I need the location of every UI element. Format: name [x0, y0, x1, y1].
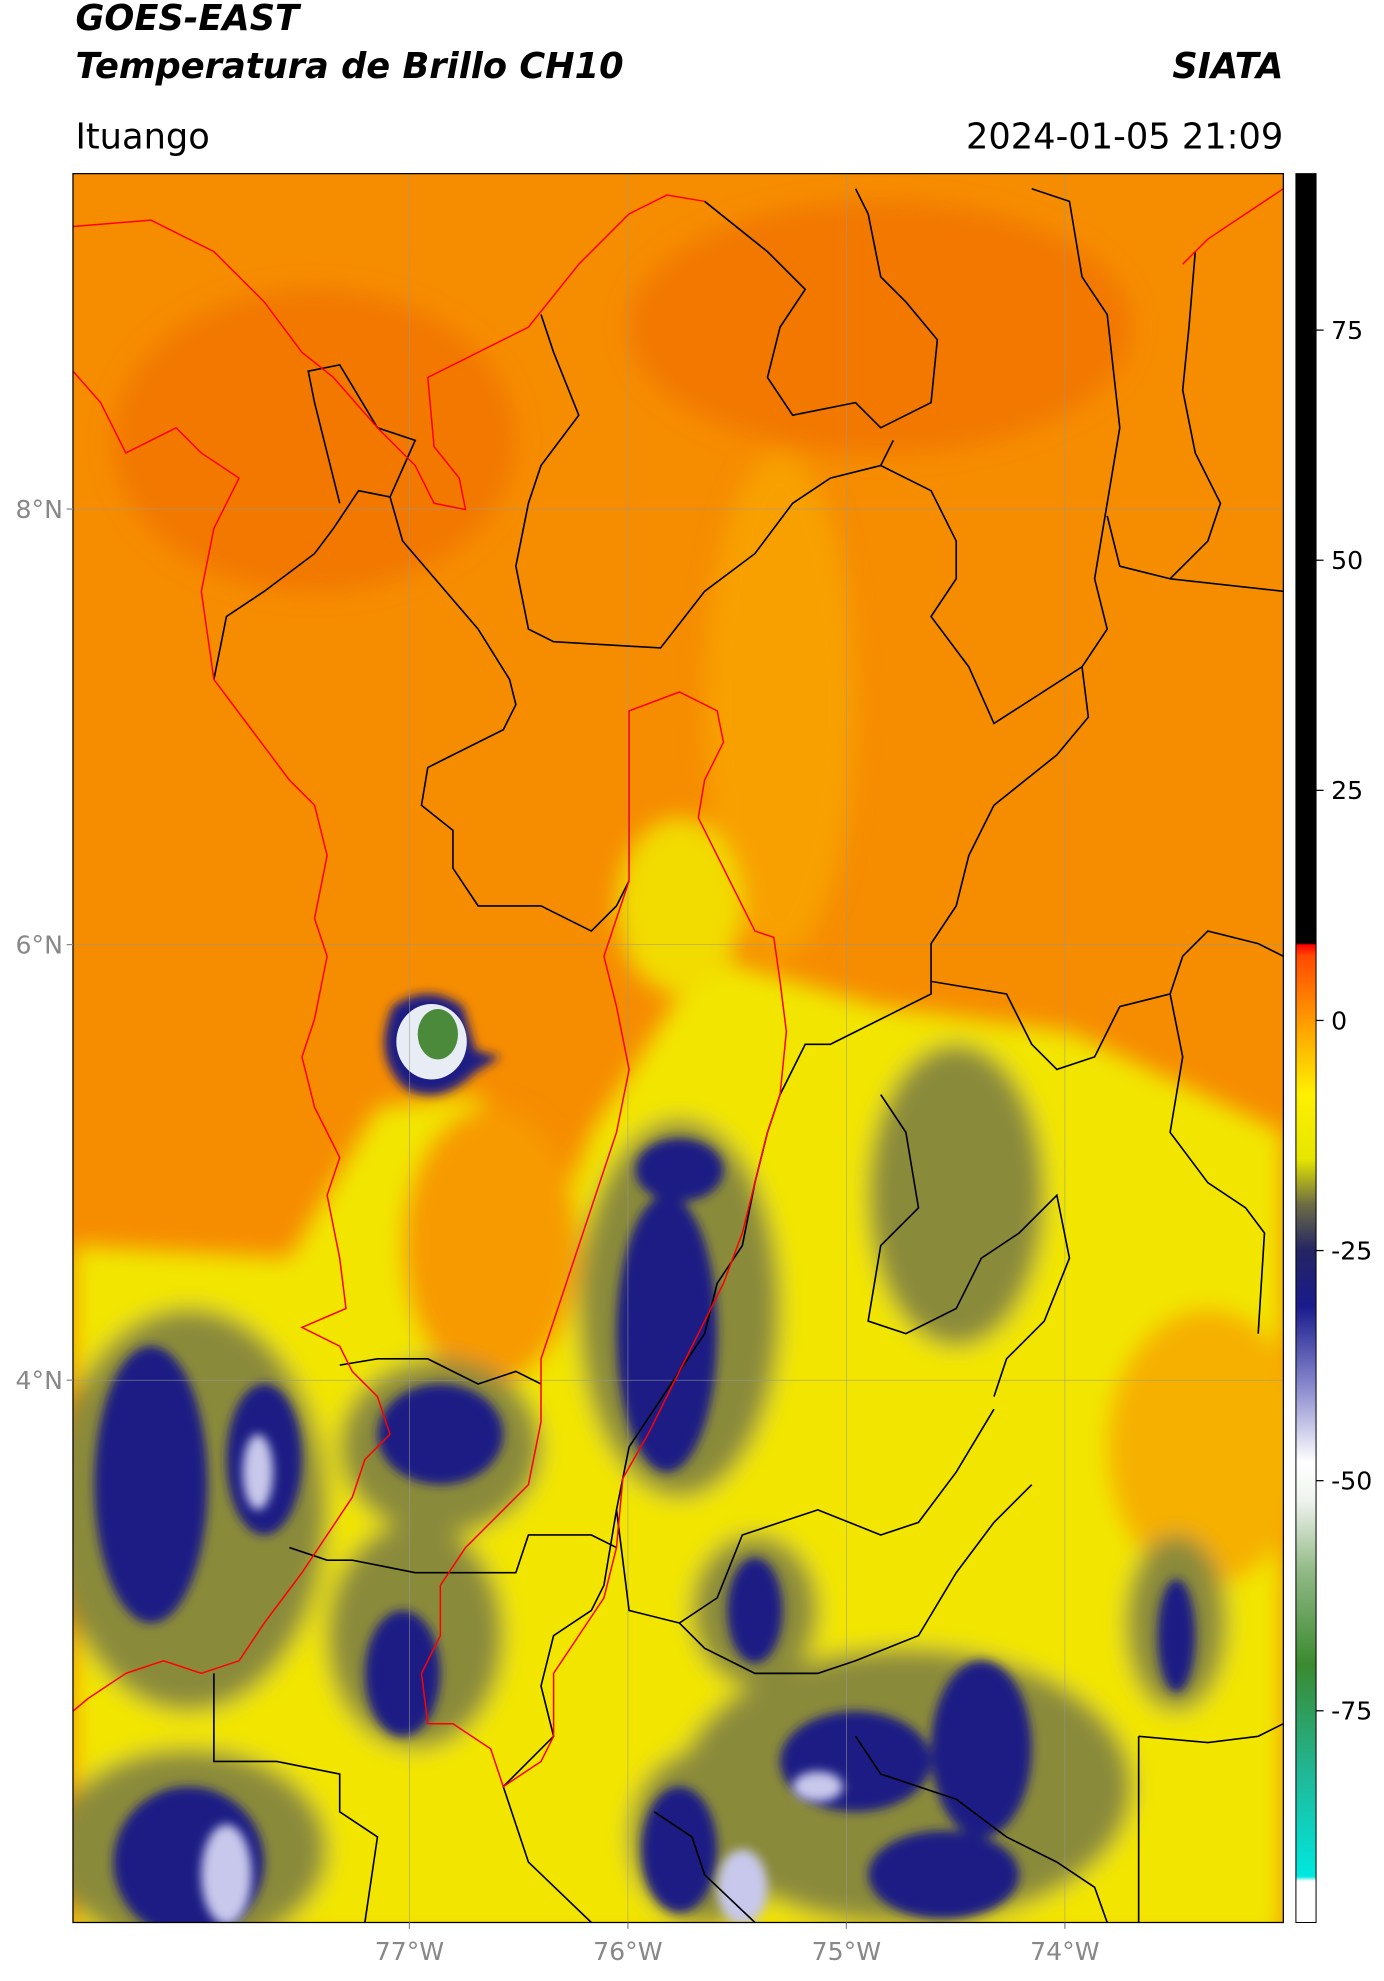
cool-streak	[704, 452, 856, 957]
convective-cell	[384, 993, 501, 1095]
cold-core	[717, 1849, 768, 1923]
map-axes: 77°W 76°W 75°W 74°W 8°N 6°N 4°N	[16, 495, 1100, 1966]
colorbar-tick-label: 0	[1331, 1006, 1347, 1035]
borders	[72, 187, 1284, 1923]
cold-cloud	[931, 1660, 1032, 1837]
warm-patch	[113, 289, 516, 592]
graticule	[72, 173, 1284, 1923]
cold-cloud	[635, 1138, 724, 1202]
colorbar-tick-label: -75	[1331, 1697, 1372, 1726]
warm-patch	[1107, 1308, 1284, 1586]
department-border	[515, 187, 1121, 725]
department-border	[289, 1358, 1033, 1675]
cold-clouds	[94, 1138, 1196, 1923]
cold-cloud	[94, 1346, 208, 1624]
cloud-field	[616, 817, 743, 994]
coastline	[72, 194, 705, 511]
map-frame	[72, 172, 1284, 1924]
cold-core	[242, 1434, 274, 1510]
x-tick-label: 75°W	[812, 1937, 882, 1966]
cold-cloud	[377, 1383, 504, 1485]
y-tick-label: 8°N	[16, 495, 63, 524]
cold-cloud	[727, 1557, 783, 1664]
colorbar-tick-label: 25	[1331, 776, 1363, 805]
title: GOES-EAST	[75, 0, 302, 39]
colorbar: 75 50 25 0 -25 -50 -75	[1295, 173, 1372, 1923]
source: SIATA	[1172, 46, 1283, 87]
cloud-edge	[868, 1044, 1045, 1347]
very-cold-clouds	[201, 1434, 843, 1923]
y-tick-label: 4°N	[16, 1366, 63, 1395]
department-border	[213, 363, 630, 933]
department-border	[213, 1673, 1284, 1923]
study-area	[420, 691, 788, 1788]
warm-patch	[402, 1107, 579, 1384]
x-tick-label: 77°W	[375, 1937, 445, 1966]
colorbar-tick-label: -25	[1331, 1236, 1372, 1265]
colorbar-tick-label: -50	[1331, 1466, 1372, 1495]
datetime: 2024-01-05 21:09	[966, 116, 1283, 157]
warm-patch	[629, 201, 1133, 453]
cold-cloud	[616, 1195, 718, 1473]
cold-core	[792, 1771, 843, 1802]
cold-cloud	[641, 1786, 718, 1913]
x-tick-label: 76°W	[593, 1937, 663, 1966]
colorbar-tick-label: 75	[1331, 316, 1363, 345]
cold-cloud	[364, 1610, 441, 1737]
cell-center	[417, 1009, 458, 1060]
coastline	[1182, 188, 1284, 265]
subtitle: Temperatura de Brillo CH10	[75, 46, 623, 87]
cold-core	[201, 1824, 252, 1923]
colorbar-tick-label: 50	[1331, 546, 1363, 575]
department-border	[704, 188, 1284, 593]
x-tick-label: 74°W	[1030, 1937, 1100, 1966]
location: Ituango	[75, 116, 209, 157]
y-tick-label: 6°N	[16, 930, 63, 959]
coastline	[72, 370, 391, 1712]
map-image	[72, 173, 1284, 1923]
department-border	[867, 930, 1284, 1397]
cold-cloud	[1157, 1579, 1196, 1693]
colorbar-bar	[1295, 173, 1317, 1923]
cold-cloud	[868, 1830, 1020, 1919]
